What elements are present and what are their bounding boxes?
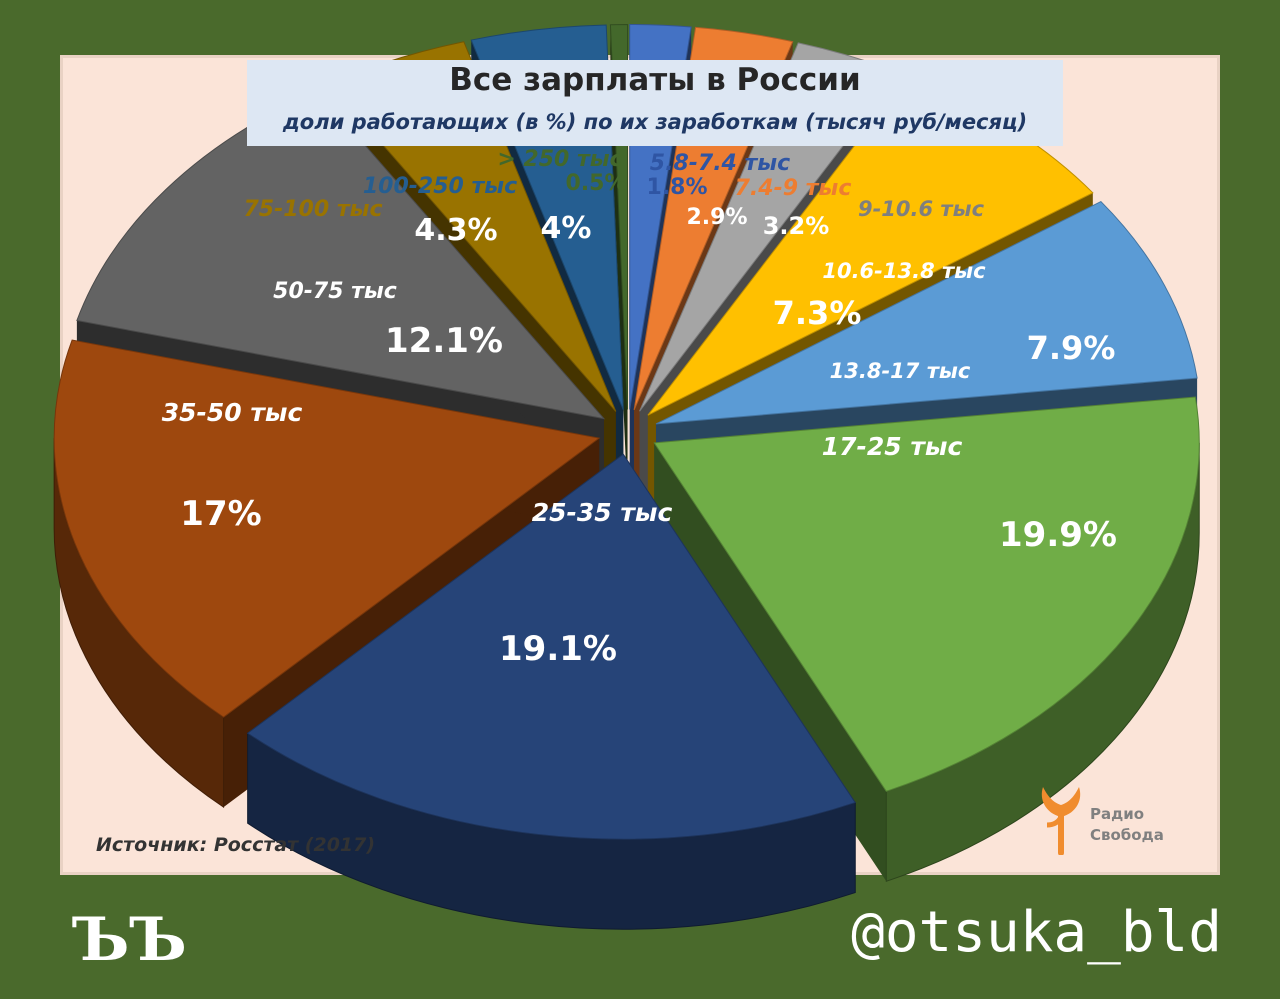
slice-value-label: 1.8% bbox=[646, 175, 707, 200]
slice-label: 10.6-13.8 тыс bbox=[822, 259, 986, 283]
slice-value-label: 0.5% bbox=[565, 171, 626, 196]
brand-name: Радио Свобода bbox=[1090, 805, 1164, 844]
pie-slice-5 bbox=[653, 396, 1200, 792]
slice-value-label: 19.1% bbox=[499, 629, 617, 669]
slice-label: > 250 тыс bbox=[497, 147, 622, 172]
slice-value-label: 4.3% bbox=[414, 213, 497, 248]
slice-label: 13.8-17 тыс bbox=[830, 359, 971, 383]
slice-label: 100-250 тыс bbox=[363, 174, 517, 199]
title-box bbox=[247, 60, 1063, 146]
slice-label: 17-25 тыс bbox=[822, 432, 963, 461]
slice-value-label: 2.9% bbox=[686, 205, 747, 230]
chart-subtitle: доли работающих (в %) по их заработкам (… bbox=[282, 110, 1028, 134]
slice-label: 35-50 тыс bbox=[162, 398, 303, 427]
chart-title: Все зарплаты в России bbox=[449, 62, 861, 98]
slice-label: 7.4-9 тыс bbox=[735, 176, 852, 201]
slice-label: 75-100 тыс bbox=[243, 197, 382, 222]
slice-value-label: 19.9% bbox=[999, 515, 1117, 555]
author-handle: @otsuka_bld bbox=[851, 900, 1222, 965]
pie-slice-6 bbox=[246, 453, 857, 840]
slice-label: 50-75 тыс bbox=[273, 279, 397, 304]
source-note: Источник: Росстат (2017) bbox=[96, 834, 376, 856]
slice-value-label: 4% bbox=[541, 211, 592, 246]
corner-mark: ЪЪ bbox=[72, 905, 187, 975]
slice-label: 9-10.6 тыс bbox=[858, 197, 985, 221]
slice-value-label: 12.1% bbox=[385, 321, 503, 361]
pie-slice-4 bbox=[655, 200, 1198, 425]
slice-label: 5.8-7.4 тыс bbox=[650, 151, 790, 176]
pie-slice-7 bbox=[53, 339, 601, 718]
slice-value-label: 7.9% bbox=[1027, 329, 1116, 367]
torch-logo-icon bbox=[1041, 787, 1081, 855]
slice-label: 25-35 тыс bbox=[532, 498, 673, 527]
slice-value-label: 3.2% bbox=[763, 212, 830, 240]
slice-value-label: 17% bbox=[180, 494, 261, 534]
slice-value-label: 7.3% bbox=[773, 294, 862, 332]
